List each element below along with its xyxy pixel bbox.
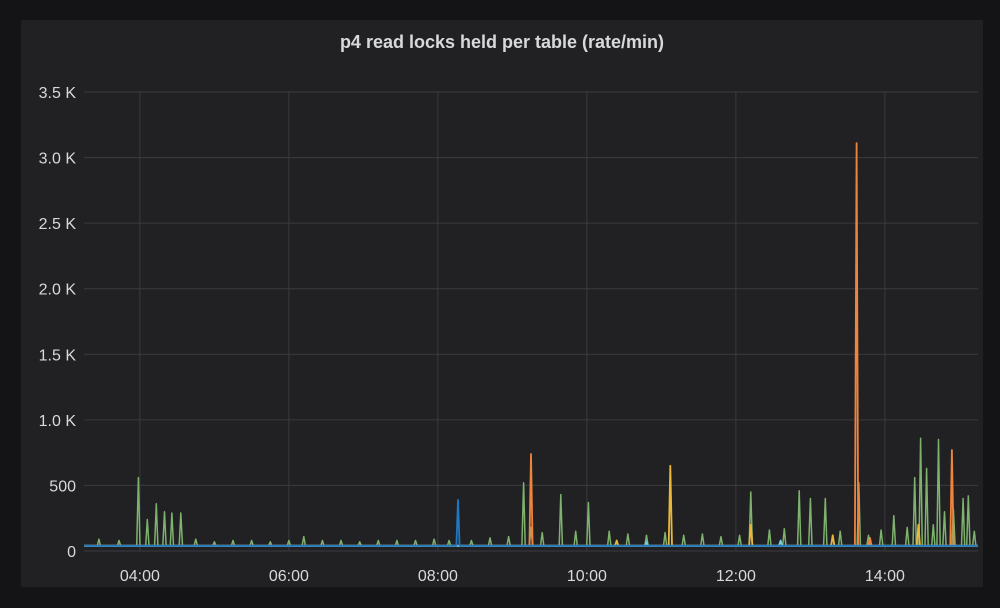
y-tick-label: 2.0 K [39, 282, 77, 299]
chart-title: p4 read locks held per table (rate/min) [339, 32, 665, 52]
chart-panel: p4 read locks held per table (rate/min) … [21, 20, 983, 587]
series-group [84, 142, 978, 547]
series-line-4 [84, 499, 978, 547]
grid [84, 91, 978, 552]
chart[interactable]: 0 500 1.0 K 1.5 K 2.0 K 2.5 K 3.0 K 3.5 K 04:00… [21, 20, 983, 587]
x-tick-label: 06:00 [269, 568, 309, 585]
y-axis-ticks: 0 500 1.0 K 1.5 K 2.0 K 2.5 K 3.0 K 3.5 K [39, 85, 77, 561]
x-tick-label: 04:00 [120, 568, 160, 585]
x-axis-ticks: 04:00 06:00 08:00 10:00 12:00 14:00 [120, 568, 905, 585]
x-tick-label: 14:00 [865, 568, 905, 585]
y-tick-label: 0 [67, 544, 76, 561]
x-tick-label: 08:00 [418, 568, 458, 585]
y-tick-label: 500 [49, 478, 76, 495]
y-tick-label: 2.5 K [39, 216, 77, 233]
y-tick-label: 3.5 K [39, 85, 77, 102]
x-tick-label: 12:00 [716, 568, 756, 585]
y-tick-label: 1.5 K [39, 347, 77, 364]
series-line-2 [84, 464, 978, 547]
x-tick-label: 10:00 [567, 568, 607, 585]
y-tick-label: 1.0 K [39, 413, 77, 430]
y-tick-label: 3.0 K [39, 151, 77, 168]
